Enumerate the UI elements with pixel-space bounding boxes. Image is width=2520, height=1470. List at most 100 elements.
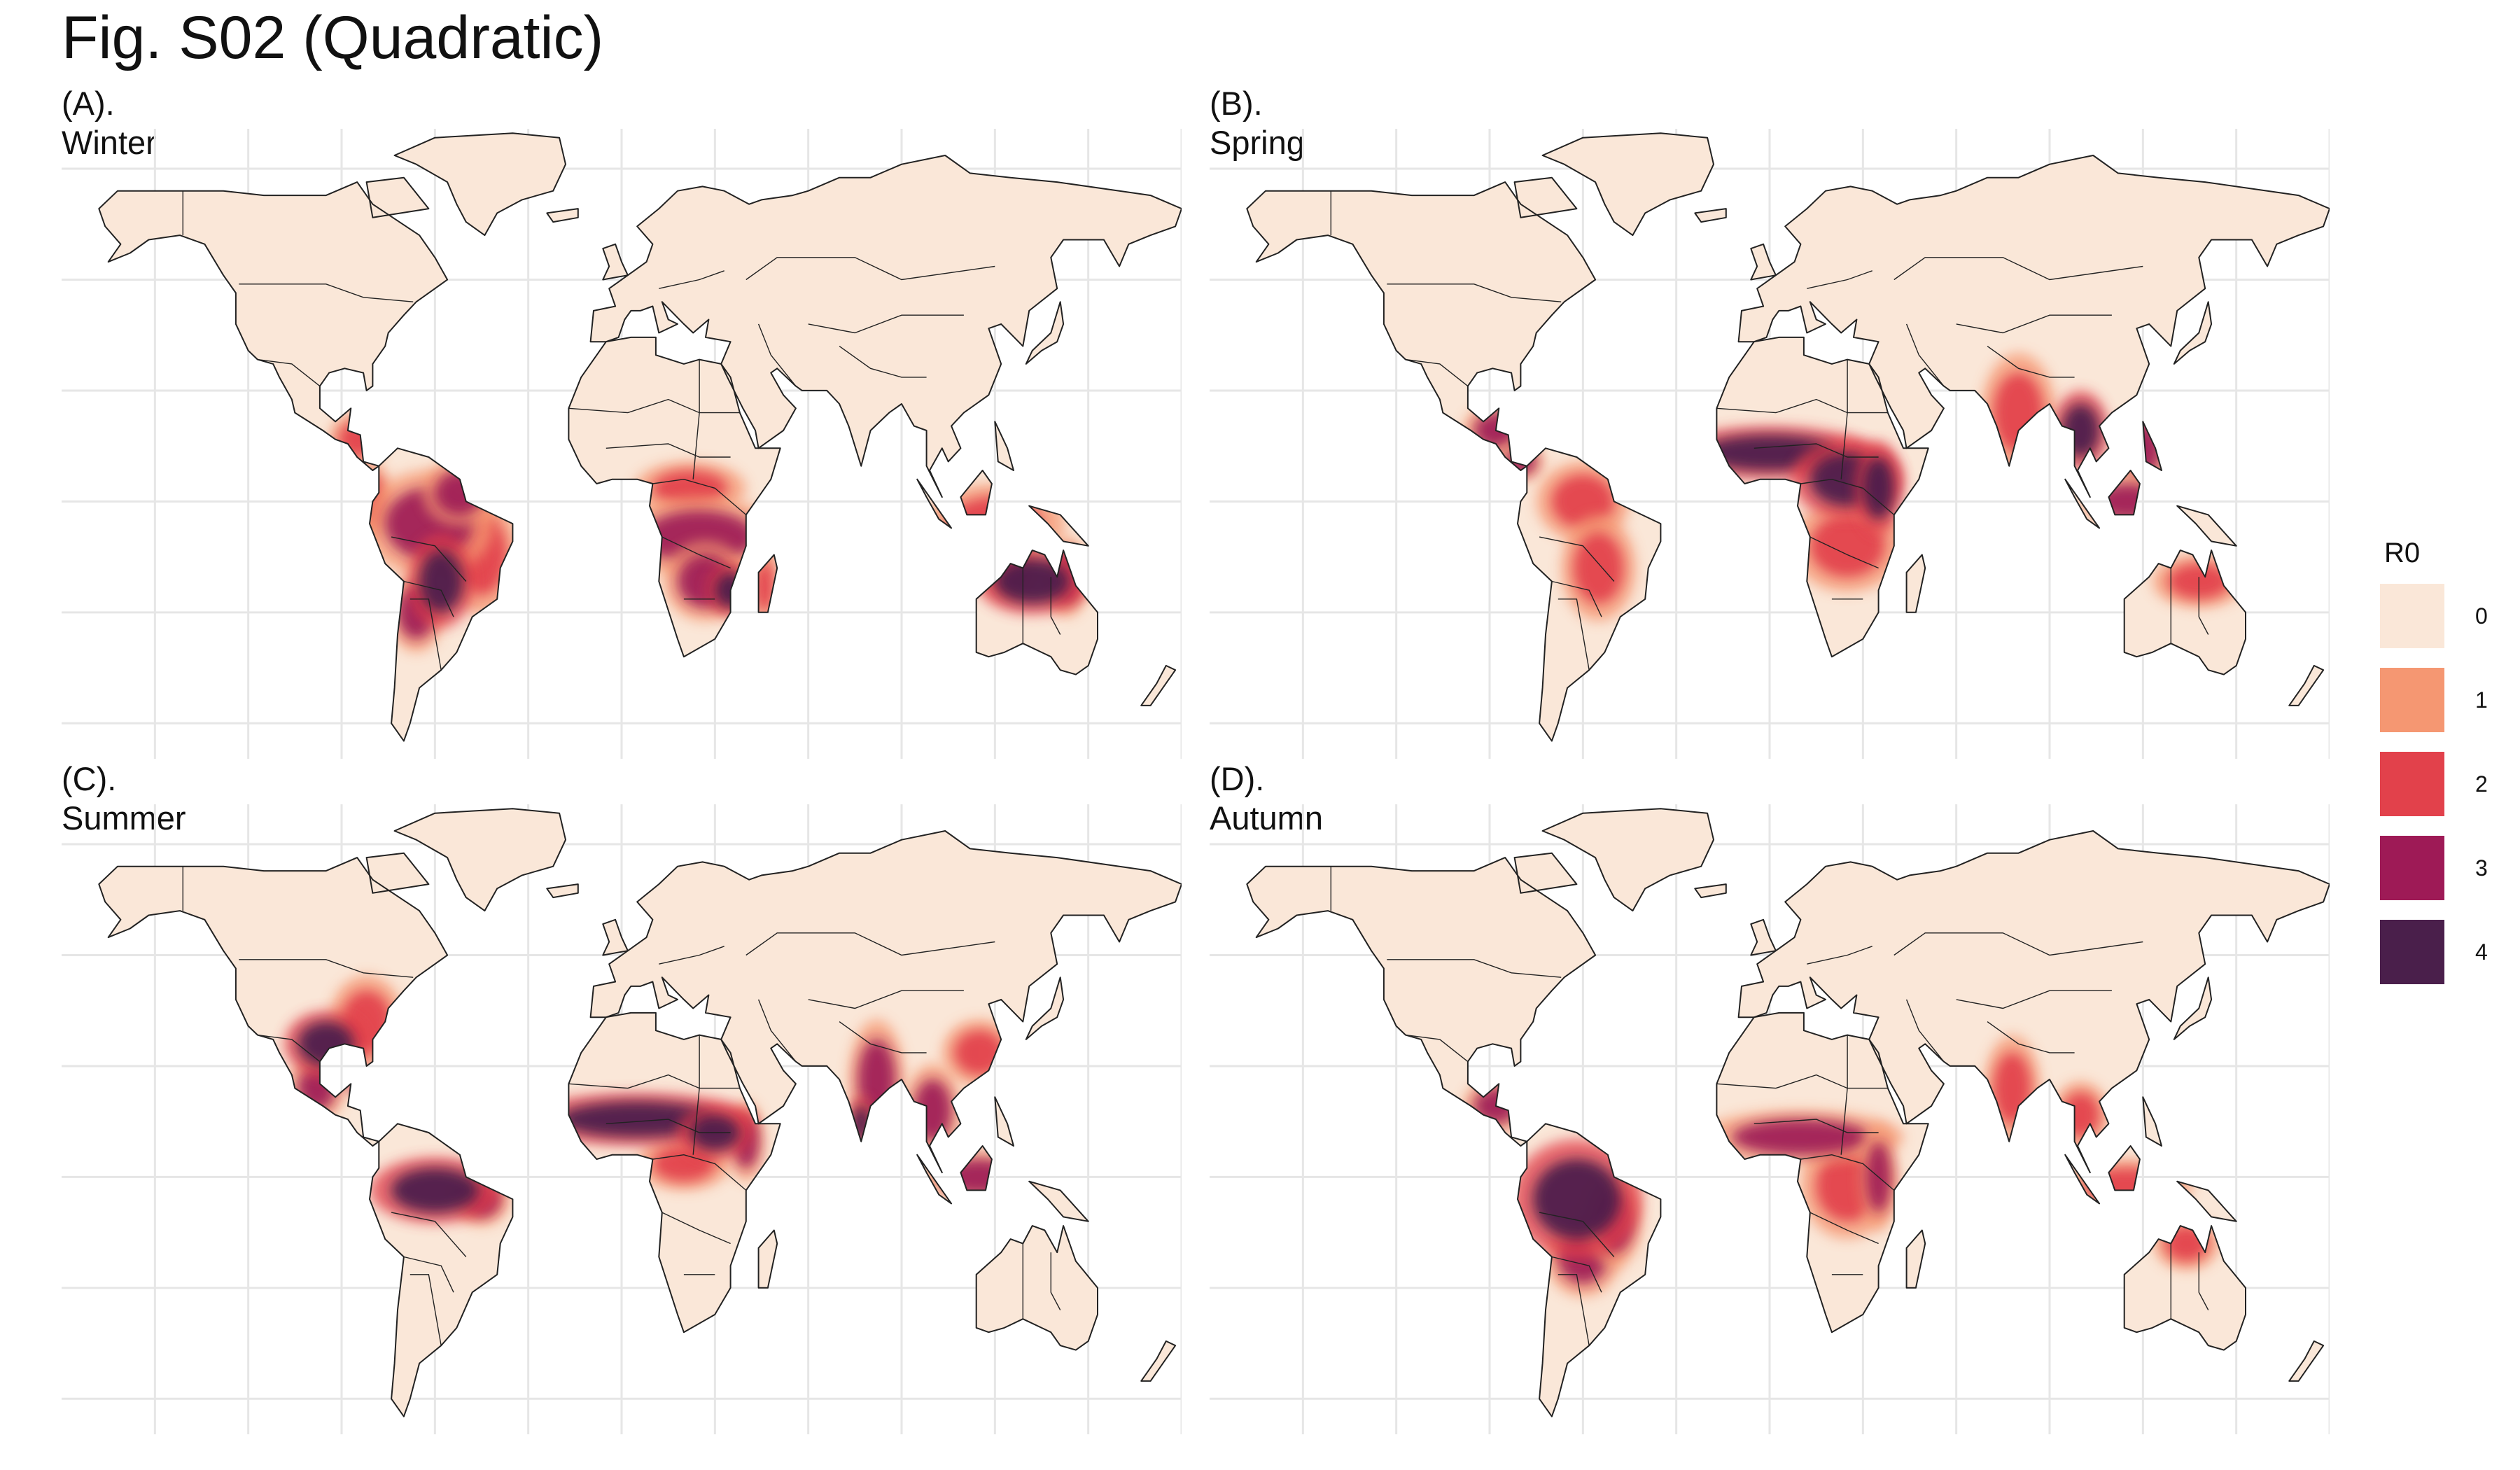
- r0-hotspot: [338, 421, 376, 458]
- coastline-australia: [975, 550, 1098, 676]
- landmass-madagascar: [1906, 554, 1926, 612]
- legend-label: 1: [2475, 687, 2488, 713]
- landmass-eurasia: [1738, 831, 2330, 1173]
- coastline-north-america: [1246, 857, 1597, 1147]
- country-borders: [1330, 866, 2209, 1346]
- country-border: [568, 1074, 740, 1089]
- coastline-japan: [1025, 301, 1065, 365]
- coastline-iceland: [546, 208, 579, 223]
- country-border: [1551, 580, 1602, 617]
- landmass-philippines: [995, 1097, 1014, 1146]
- r0-hotspot: [1574, 532, 1624, 604]
- country-border: [808, 314, 964, 334]
- landmass-new-guinea: [2177, 1181, 2236, 1222]
- country-border: [1987, 346, 2075, 378]
- coastline-africa: [568, 336, 781, 658]
- legend-label: 2: [2475, 771, 2488, 797]
- coastline-greenland: [1541, 132, 1714, 237]
- country-border: [839, 346, 927, 378]
- country-border: [1539, 536, 1615, 582]
- country-border: [808, 990, 964, 1009]
- r0-hotspot: [2083, 1168, 2171, 1204]
- landmass-madagascar: [1906, 1230, 1926, 1288]
- r0-hotspot: [435, 470, 485, 515]
- legend-swatch: [2380, 920, 2444, 984]
- coastline-iceland: [546, 883, 579, 899]
- country-border: [410, 1274, 442, 1346]
- country-border: [1807, 270, 1872, 289]
- coastline-japan: [1025, 976, 1065, 1040]
- country-border: [659, 270, 724, 289]
- landmass-new-guinea: [2177, 505, 2236, 546]
- coastline-new-zealand: [2288, 1340, 2325, 1382]
- country-borders: [182, 866, 1061, 1346]
- r0-hotspot: [1533, 1159, 1620, 1240]
- coastline-sumatra: [2064, 1154, 2101, 1205]
- country-border: [1539, 1212, 1615, 1257]
- world-map-summer: [62, 804, 1182, 1434]
- legend-swatch: [2380, 584, 2444, 648]
- coastline-greenland: [393, 132, 566, 237]
- r0-hotspot: [652, 470, 728, 506]
- coastline-new-zealand: [1140, 664, 1177, 706]
- country-border: [257, 1034, 321, 1063]
- coastline-madagascar: [1905, 1229, 1926, 1289]
- landmass-north-america: [99, 858, 448, 1146]
- coastline-new-guinea: [2176, 505, 2237, 547]
- landmass-philippines: [2143, 1097, 2162, 1146]
- country-border: [1754, 443, 1879, 458]
- landmass-greenland: [394, 133, 566, 236]
- country-border: [839, 1021, 927, 1054]
- country-border: [1050, 1252, 1061, 1310]
- coastline-greenland: [1541, 808, 1714, 912]
- coastline-philippines: [2142, 1096, 2162, 1147]
- r0-hotspot: [2062, 403, 2100, 458]
- coastline-north-america: [98, 857, 449, 1147]
- country-border: [606, 1119, 731, 1133]
- coastline-madagascar: [757, 1229, 778, 1289]
- coastline-north-america: [1246, 181, 1597, 471]
- coastline-philippines: [994, 421, 1014, 471]
- coastline-iceland: [1694, 883, 1727, 899]
- landmass-britain: [603, 244, 628, 280]
- coastline-north-america: [98, 181, 449, 471]
- coastline-australia: [2123, 550, 2246, 676]
- country-border: [391, 1212, 467, 1257]
- country-border: [1050, 577, 1061, 635]
- country-border: [257, 358, 321, 387]
- legend-swatch: [2380, 668, 2444, 732]
- country-border: [391, 536, 467, 582]
- country-border: [1716, 1074, 1888, 1089]
- panel-title-winter: (A). Winter: [62, 85, 157, 161]
- country-border: [662, 536, 731, 569]
- country-border: [757, 999, 797, 1063]
- landmass-australia: [976, 1226, 1098, 1350]
- r0-halo: [344, 1070, 401, 1098]
- coastline-philippines: [994, 1096, 1014, 1147]
- country-border: [1387, 284, 1562, 302]
- country-border: [606, 443, 731, 458]
- legend-item: 0: [2380, 574, 2488, 658]
- coastline-baffin-island: [1513, 176, 1578, 218]
- legend-swatch: [2380, 836, 2444, 900]
- coastline-britain: [602, 243, 629, 281]
- coastline-madagascar: [1905, 554, 1926, 613]
- panel-title-spring: (B). Spring: [1210, 85, 1305, 161]
- r0-hotspot: [1809, 514, 1885, 578]
- coastline-japan: [2173, 976, 2213, 1040]
- coastline-sumatra: [916, 1154, 953, 1205]
- legend-item: 4: [2380, 910, 2488, 994]
- country-border: [239, 284, 414, 302]
- r0-hotspot: [954, 1030, 1004, 1075]
- country-border: [652, 1154, 747, 1191]
- country-border: [1809, 1212, 1879, 1245]
- coastline-iceland: [1694, 208, 1727, 223]
- landmass-new-zealand: [2289, 665, 2324, 706]
- coastline-baffin-island: [1513, 852, 1578, 894]
- coastline-new-zealand: [2288, 664, 2325, 706]
- legend-label: 0: [2475, 603, 2488, 629]
- country-border: [652, 478, 747, 515]
- landmass-greenland: [394, 808, 566, 911]
- landmass-eurasia: [590, 831, 1182, 1173]
- world-map-spring: [1210, 129, 2330, 759]
